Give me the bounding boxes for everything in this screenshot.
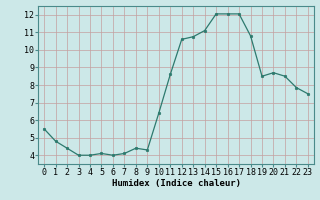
X-axis label: Humidex (Indice chaleur): Humidex (Indice chaleur): [111, 179, 241, 188]
